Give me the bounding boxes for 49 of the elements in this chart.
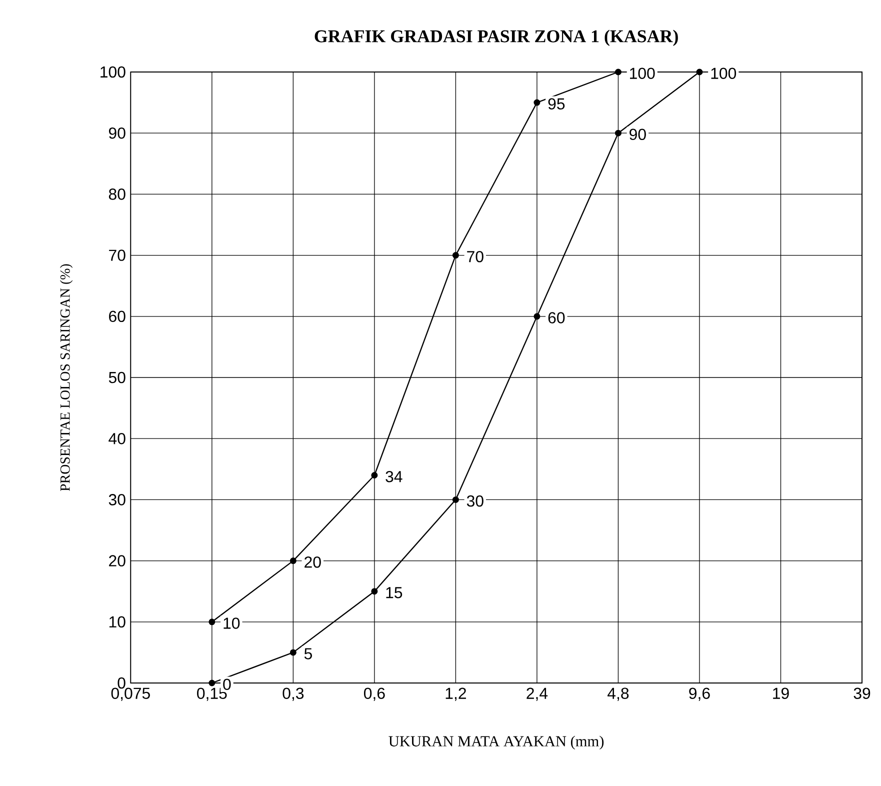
point <box>696 68 703 76</box>
data-label: 70 <box>467 250 484 262</box>
data-label: 100 <box>630 68 655 79</box>
point <box>534 313 540 320</box>
x-axis-title: UKURAN MATA AYAKAN (mm) <box>388 736 604 750</box>
data-label: 95 <box>548 98 565 110</box>
point <box>452 496 459 503</box>
point <box>290 649 296 656</box>
x-tick-label: 0,3 <box>282 688 304 701</box>
data-label: 20 <box>304 556 321 568</box>
y-tick-label: 60 <box>109 310 126 322</box>
x-tick-label: 2,4 <box>526 688 548 701</box>
data-label: 30 <box>466 495 484 507</box>
x-tick-label: 19 <box>773 688 789 699</box>
y-tick-label: 30 <box>108 494 126 506</box>
point <box>614 130 622 136</box>
y-tick-label: 40 <box>108 432 126 444</box>
x-tick-label: 39 <box>854 688 870 699</box>
point <box>290 558 296 564</box>
data-label: 60 <box>548 312 565 324</box>
point <box>452 252 459 259</box>
y-tick-label: 10 <box>109 616 126 628</box>
point <box>371 588 378 595</box>
data-label: 90 <box>630 128 646 140</box>
data-label: 34 <box>386 470 402 482</box>
point <box>614 68 622 76</box>
chart-title: GRAFIK GRADASI PASIR ZONA 1 (KASAR) <box>314 30 678 46</box>
y-axis-title: PROSENTAE LOLOS SARINGAN (%) <box>60 264 73 492</box>
y-tick-label: 20 <box>109 555 126 566</box>
point <box>534 99 540 106</box>
y-tick-label: 70 <box>109 250 126 261</box>
x-tick-label: 4,8 <box>608 688 629 701</box>
x-tick-label: 1,2 <box>446 688 466 701</box>
y-tick-label: 90 <box>108 127 126 139</box>
y-tick-label: 0 <box>118 677 126 689</box>
y-tick-label: 80 <box>108 188 126 200</box>
data-label: 0 <box>223 678 231 690</box>
y-tick-label: 50 <box>108 372 126 384</box>
x-tick-label: 0,075 <box>111 688 150 701</box>
point <box>371 472 378 479</box>
data-label: 5 <box>304 648 312 660</box>
point <box>208 680 216 686</box>
data-label: 100 <box>711 68 736 79</box>
y-tick-label: 100 <box>100 66 126 78</box>
point <box>208 618 216 626</box>
x-tick-label: 0,6 <box>364 688 385 701</box>
data-label: 15 <box>386 587 402 598</box>
x-tick-label: 9,6 <box>689 688 710 701</box>
data-label: 10 <box>224 618 240 629</box>
